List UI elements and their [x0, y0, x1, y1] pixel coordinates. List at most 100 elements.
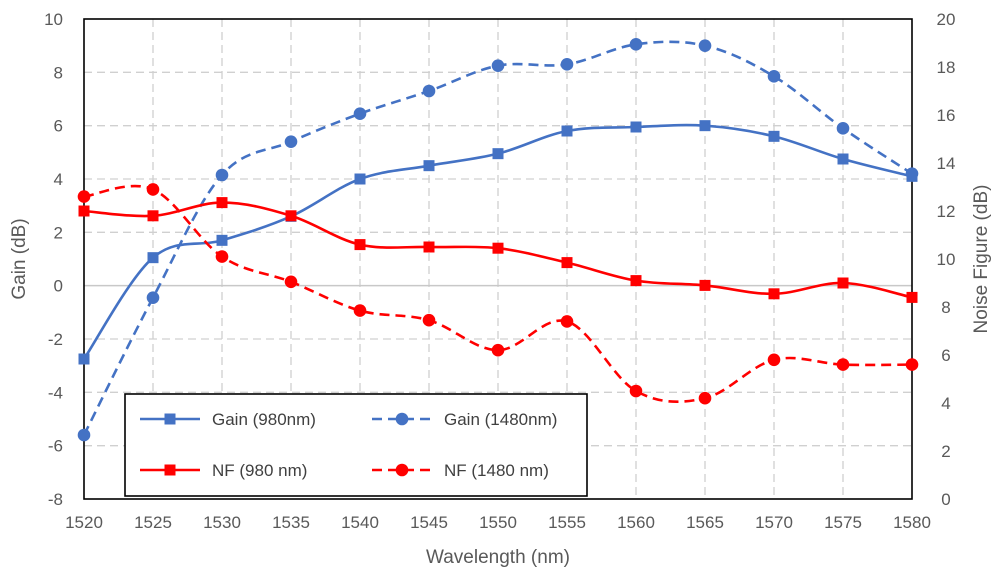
- x-tick-label: 1565: [686, 513, 724, 532]
- data-point: [560, 58, 574, 71]
- data-point: [354, 239, 366, 251]
- y2-tick-label: 16: [937, 106, 956, 125]
- legend-label: NF (980 nm): [212, 461, 307, 480]
- x-tick-label: 1550: [479, 513, 517, 532]
- data-point: [837, 153, 849, 165]
- data-point: [836, 122, 850, 135]
- data-point: [767, 70, 781, 83]
- data-point: [284, 135, 298, 148]
- y-tick-label: 10: [44, 10, 63, 29]
- data-point: [629, 384, 643, 398]
- data-point: [423, 160, 435, 172]
- data-point: [630, 275, 642, 287]
- x-tick-label: 1535: [272, 513, 310, 532]
- data-point: [906, 291, 918, 303]
- data-point: [78, 205, 90, 217]
- x-tick-label: 1525: [134, 513, 172, 532]
- data-point: [353, 304, 367, 317]
- data-point: [560, 315, 574, 328]
- x-axis-title: Wavelength (nm): [426, 547, 570, 568]
- data-point: [561, 125, 573, 137]
- data-point: [284, 275, 298, 289]
- y2-tick-label: 0: [941, 490, 950, 509]
- data-point: [837, 277, 849, 289]
- data-point: [767, 353, 781, 367]
- y-tick-label: 8: [54, 63, 63, 82]
- x-tick-label: 1530: [203, 513, 241, 532]
- plot-area-frame: [83, 18, 913, 500]
- data-point: [215, 250, 229, 263]
- series-nf-980-nm: [78, 197, 918, 303]
- data-point: [768, 288, 780, 300]
- y2-tick-label: 4: [941, 394, 950, 413]
- legend-label: NF (1480 nm): [444, 461, 549, 480]
- data-point: [491, 343, 505, 357]
- data-point: [836, 358, 850, 371]
- data-point: [78, 353, 90, 365]
- legend-box: [124, 393, 588, 497]
- legend-item-nf-1480-nm: NF (1480 nm): [372, 461, 549, 480]
- data-point: [147, 210, 159, 222]
- y2-tick-label: 2: [941, 442, 950, 461]
- data-point: [698, 39, 712, 52]
- x-tick-label: 1560: [617, 513, 655, 532]
- y-tick-label: -6: [48, 437, 63, 456]
- legend-marker: [164, 413, 176, 425]
- data-point: [768, 130, 780, 142]
- data-point: [77, 428, 91, 442]
- series-line: [82, 40, 913, 436]
- y-tick-label: -8: [48, 490, 63, 509]
- y-axis-title: Gain (dB): [9, 218, 30, 299]
- data-point: [215, 168, 229, 182]
- y2-tick-label: 12: [937, 202, 956, 221]
- data-point: [698, 391, 712, 405]
- y-tick-label: 0: [54, 277, 63, 296]
- data-point: [561, 257, 573, 269]
- series-gain-1480nm: [77, 38, 919, 442]
- data-point: [353, 107, 367, 120]
- x-tick-label: 1540: [341, 513, 379, 532]
- y-tick-label: 4: [54, 170, 63, 189]
- data-point: [905, 167, 919, 180]
- legend: Gain (980nm) Gain (1480nm) NF (980 nm) NF (…: [124, 393, 588, 497]
- data-point: [354, 173, 366, 185]
- data-point: [285, 210, 297, 222]
- legend-marker: [395, 463, 409, 477]
- legend-marker: [395, 412, 409, 426]
- data-point: [699, 279, 711, 291]
- x-tick-label: 1555: [548, 513, 586, 532]
- y-tick-label: -4: [48, 383, 63, 402]
- y2-tick-label: 18: [937, 58, 956, 77]
- x-tick-label: 1580: [893, 513, 931, 532]
- x-tick-label: 1570: [755, 513, 793, 532]
- legend-item-gain-980nm: Gain (980nm): [140, 410, 316, 429]
- data-point: [699, 120, 711, 132]
- x-tick-label: 1575: [824, 513, 862, 532]
- legend-label: Gain (1480nm): [444, 410, 557, 429]
- x-tick-label: 1520: [65, 513, 103, 532]
- data-point: [905, 358, 919, 371]
- data-point: [146, 183, 160, 196]
- data-point: [147, 252, 159, 264]
- data-point: [422, 313, 436, 327]
- series-layer: [77, 38, 919, 442]
- data-point: [146, 291, 160, 304]
- y2-axis-ticks: 0 2 4 6 8 10 12 14 16 18 20: [937, 10, 956, 509]
- y-axis-ticks: -8 -6 -4 -2 0 2 4 6 8 10: [44, 10, 63, 509]
- y2-tick-label: 6: [941, 346, 950, 365]
- data-point: [216, 197, 228, 209]
- legend-label: Gain (980nm): [212, 410, 316, 429]
- data-point: [492, 148, 504, 160]
- y-tick-label: 6: [54, 117, 63, 136]
- data-point: [630, 121, 642, 133]
- x-tick-label: 1545: [410, 513, 448, 532]
- data-point: [422, 84, 436, 98]
- y2-tick-label: 20: [937, 10, 956, 29]
- legend-item-gain-1480nm: Gain (1480nm): [372, 410, 557, 429]
- y2-tick-label: 8: [941, 298, 950, 317]
- y2-tick-label: 14: [937, 154, 956, 173]
- data-point: [492, 242, 504, 254]
- x-axis-ticks: 1520 1525 1530 1535 1540 1545 1550 1555 1560 1565…: [65, 513, 931, 532]
- data-point: [216, 234, 228, 246]
